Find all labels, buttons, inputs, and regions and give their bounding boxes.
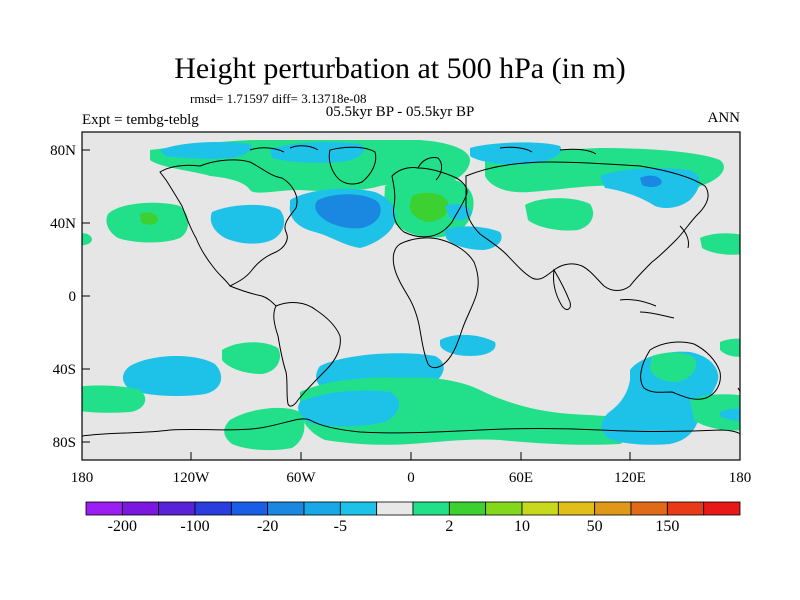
colorbar-swatch [594,501,632,516]
colorbar-swatch [412,501,450,516]
colorbar-swatch [485,501,523,516]
lat-label: 80S [53,435,76,451]
contour-region [122,355,222,396]
colorbar [85,501,741,516]
coastlines [82,145,740,437]
period-label: 05.5kyr BP - 05.5kyr BP [325,104,475,120]
colorbar-swatch [158,501,196,516]
colorbar-swatch [267,501,305,516]
colorbar-swatch [376,501,414,516]
coastline-north-america [159,159,298,287]
colorbar-label: -100 [180,518,210,535]
contour-region [315,194,381,229]
colorbar-swatch [521,501,559,516]
colorbar-swatch [85,501,123,516]
lon-label: 120W [173,470,211,486]
coastline-new-zealand [737,387,740,408]
stats-text: rmsd= 1.71597 diff= 3.13718e-08 [190,91,367,106]
contour-region [700,233,740,255]
colorbar-label: 50 [586,518,603,535]
coastline-indonesia [619,299,675,319]
lon-label: 180 [729,470,752,486]
lon-label: 180 [71,470,94,486]
colorbar-swatch [666,501,705,516]
coastline-scandinavia [417,157,443,181]
colorbar-swatch [194,501,232,516]
colorbar-swatch [557,501,596,516]
lon-label: 60E [509,470,533,486]
coastline-south-america [273,302,341,407]
experiment-label: Expt = tembg-teblg [82,112,199,128]
coastline-australia [640,341,721,400]
contour-region [690,394,740,431]
colorbar-label: 2 [445,518,454,535]
coastline-europe [391,167,468,238]
lon-label: 120E [614,470,646,486]
contour-region [140,212,158,225]
contour-region [600,168,700,208]
colorbar-label: -200 [107,518,137,535]
contour-region [470,142,561,165]
coastline-asia [465,161,709,291]
lon-label: 0 [407,470,415,486]
coastline-japan [679,225,689,249]
colorbar-swatch [703,501,741,516]
coastline-india [553,268,571,310]
longitude-axis: 180 120W 60W 0 60E 120E 180 [71,470,752,486]
contour-fill-layer [82,140,740,451]
contour-region [720,408,740,421]
season-label: ANN [707,110,741,126]
colorbar-swatch [121,501,160,516]
contour-region [445,204,472,220]
colorbar-label: 10 [514,518,530,535]
coastline-africa [392,237,479,369]
contour-region [445,226,502,250]
contour-region [525,198,594,231]
contour-region [210,204,285,244]
colorbar-swatch [630,501,668,516]
contour-region [409,192,449,222]
plot-title: Height perturbation at 500 hPa (in m) [174,52,626,85]
coastline-antarctica [82,418,740,437]
contour-region [160,142,252,159]
colorbar-swatch [303,501,341,516]
colorbar-swatch [339,501,378,516]
contour-region [650,352,697,382]
contour-region [82,233,92,246]
lat-label: 40N [50,216,76,232]
contour-region [640,175,662,187]
lat-label: 40S [53,362,76,378]
colorbar-swatch [230,501,269,516]
coastline-arctic-islands [249,145,597,155]
coastline-greenland [328,146,377,185]
latitude-axis: 80N 40N 0 40S 80S [50,143,741,460]
colorbar-swatch [448,501,487,516]
colorbar-label: -5 [333,518,347,535]
lat-label: 80N [50,143,76,159]
lat-label: 0 [69,289,77,305]
contour-region [720,338,740,357]
coastline-central-america [229,285,277,307]
contour-region [82,385,146,413]
contour-region [224,407,305,451]
contour-region [298,390,400,427]
colorbar-label: -20 [256,518,279,535]
colorbar-label: 150 [655,518,680,535]
contour-region [222,342,281,374]
lon-label: 60W [286,470,316,486]
